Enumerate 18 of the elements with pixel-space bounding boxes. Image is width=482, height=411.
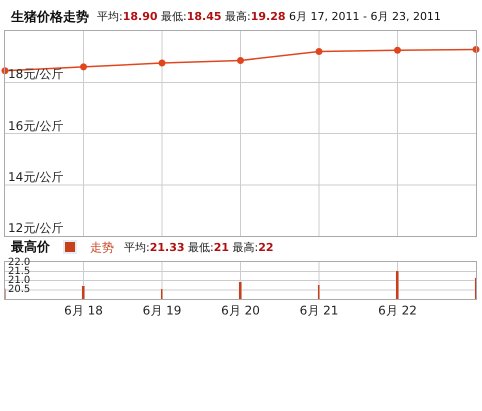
x-tick-label: 6月 22: [378, 303, 417, 318]
y-tick-label: 22.0: [8, 257, 30, 268]
y-tick-label: 20.5: [8, 284, 30, 295]
y-tick-label: 16元/公斤: [8, 119, 64, 133]
x-tick-label: 6月 18: [64, 303, 103, 318]
x-tick-label: 6月 19: [142, 303, 182, 318]
x-tick-label: 6月 20: [221, 303, 260, 318]
chart-subtitle: 平均:18.90 最低:18.45 最高:19.28 6月 17, 2011 - 6月 23, 2011: [97, 10, 441, 23]
x-tick-label: 6月 21: [300, 303, 338, 318]
chart-title: 生猪价格走势: [10, 9, 89, 25]
y-tick-label: 14元/公斤: [8, 170, 64, 184]
y-tick-label: 18元/公斤: [8, 67, 64, 81]
chart-subtitle: 平均:21.33 最低:21 最高:22: [124, 241, 274, 254]
y-tick-label: 21.5: [8, 266, 30, 277]
y-tick-label: 21.0: [8, 275, 30, 286]
chart-title: 最高价: [10, 239, 51, 255]
legend-label: 走势: [90, 240, 114, 255]
y-tick-label: 12元/公斤: [8, 221, 64, 235]
